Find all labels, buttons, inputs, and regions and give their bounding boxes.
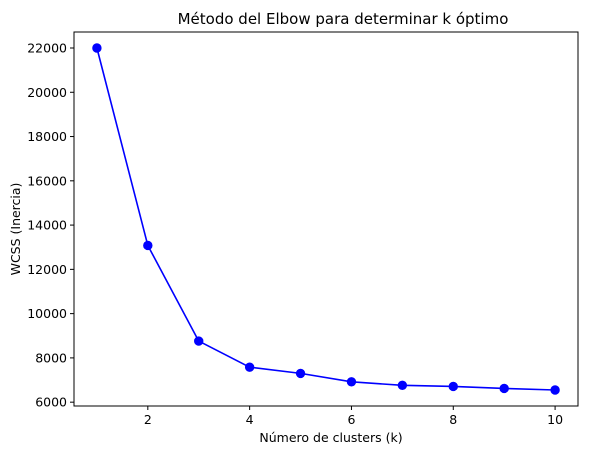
data-point: [448, 381, 458, 392]
y-tick-label: 16000: [27, 173, 67, 188]
y-axis-label: WCSS (Inercia): [8, 183, 23, 276]
data-point: [295, 368, 306, 379]
data-point: [397, 380, 408, 391]
y-tick-label: 20000: [27, 85, 67, 100]
data-point: [194, 336, 204, 346]
data-point: [346, 377, 357, 387]
plot-frame: [73, 31, 579, 407]
y-tick-label: 18000: [27, 129, 67, 144]
data-point: [143, 240, 153, 251]
x-tick-label: 2: [144, 412, 152, 427]
series-line: [96, 47, 556, 391]
y-tick-label: 22000: [27, 41, 67, 56]
plot-area: 2 4 6 8 10 6000 8000 10000 12000 14000 16000 18000 2…: [27, 31, 579, 427]
y-tick-label: 12000: [27, 262, 67, 277]
data-point: [499, 383, 509, 394]
x-tick-label: 4: [246, 412, 254, 427]
y-tick-label: 8000: [35, 350, 67, 365]
data-point: [92, 43, 102, 53]
y-tick-label: 14000: [27, 218, 67, 233]
y-tick-label: 6000: [35, 395, 67, 410]
y-tick-label: 10000: [27, 306, 67, 321]
x-tick-label: 6: [347, 412, 355, 427]
data-point: [244, 362, 255, 372]
x-tick-label: 10: [547, 412, 563, 427]
x-axis-label: Número de clusters (k): [259, 430, 402, 445]
x-tick-label: 8: [449, 412, 457, 427]
chart-title: Método del Elbow para determinar k óptim…: [178, 10, 509, 28]
data-point: [550, 385, 560, 395]
